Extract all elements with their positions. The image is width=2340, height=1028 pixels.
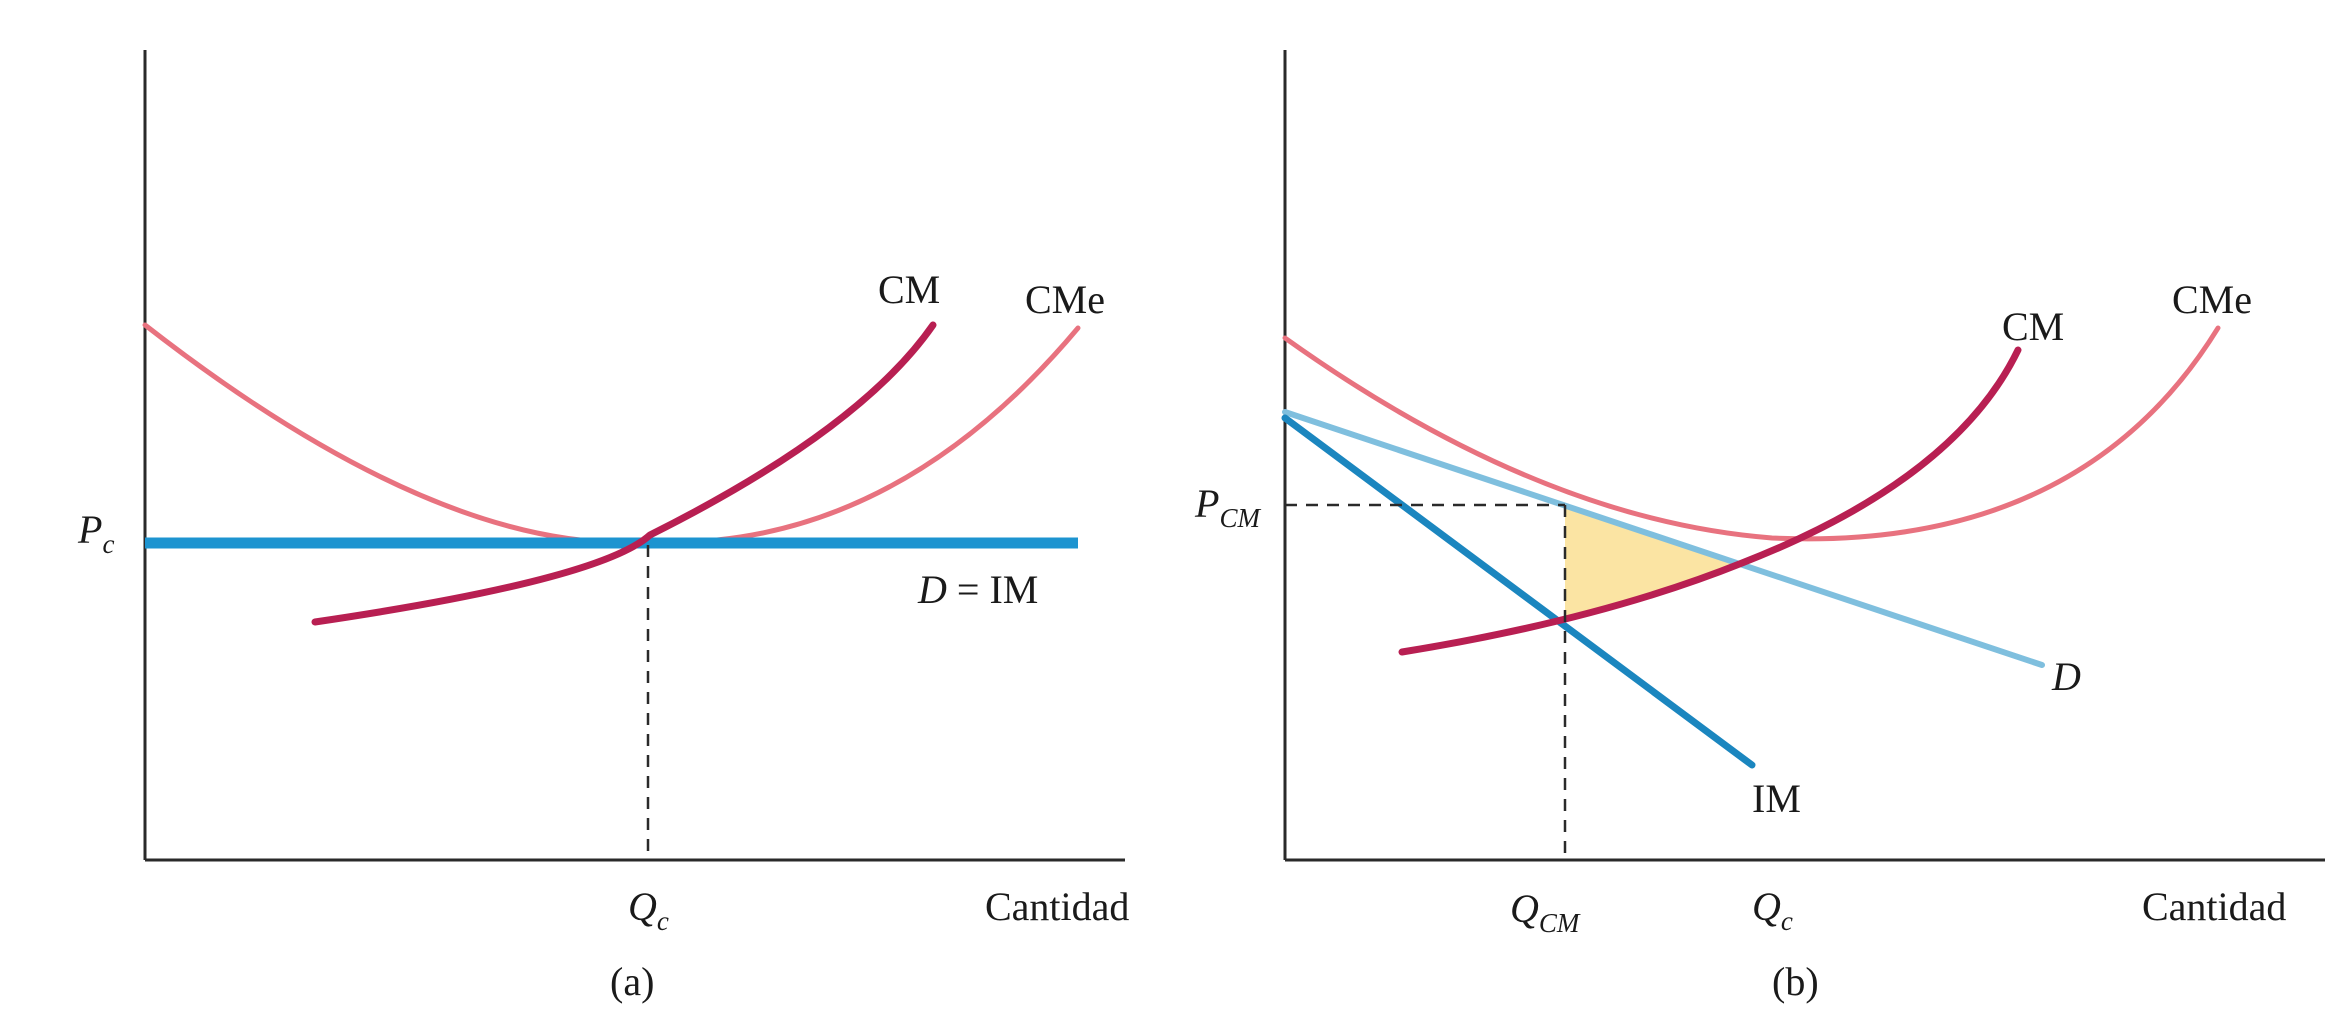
panel-a-cme-label: CMe: [1025, 277, 1105, 322]
panel-a-qc-label: Qc: [628, 884, 669, 936]
panel-b: CM CMe D IM PCM QCM Qc Cantidad (b): [1194, 50, 2325, 1004]
panel-b-x-axis-label: Cantidad: [2142, 884, 2286, 929]
panel-b-caption: (b): [1772, 959, 1819, 1004]
panel-b-demand-line: [1282, 409, 2045, 668]
panel-b-cm-curve: [1398, 346, 2022, 656]
panel-a-cme-curve: [142, 322, 1081, 546]
panel-b-cm-label: CM: [2002, 304, 2064, 349]
panel-a-demand-label: D = IM: [917, 567, 1038, 612]
panel-a-price-label: Pc: [77, 507, 114, 559]
panel-a-x-axis-label: Cantidad: [985, 884, 1129, 929]
panel-b-qc-label: Qc: [1752, 884, 1793, 936]
panel-b-demand-label: D: [2051, 654, 2081, 699]
panel-a-cm-curve: [311, 321, 937, 626]
panel-b-deadweight-area: [1565, 505, 1742, 620]
panel-b-im-label: IM: [1752, 776, 1801, 821]
panel-a-cm-label: CM: [878, 267, 940, 312]
panel-b-cme-label: CMe: [2172, 277, 2252, 322]
panel-a-caption: (a): [610, 959, 654, 1004]
panel-b-price-label: PCM: [1194, 481, 1261, 533]
panel-b-im-line: [1281, 414, 1756, 769]
panel-a: CM CMe Pc D = IM Qc Cantidad (a): [77, 50, 1129, 1004]
panel-b-cme-curve: [1282, 325, 2221, 542]
panel-b-qcm-label: QCM: [1510, 886, 1581, 938]
